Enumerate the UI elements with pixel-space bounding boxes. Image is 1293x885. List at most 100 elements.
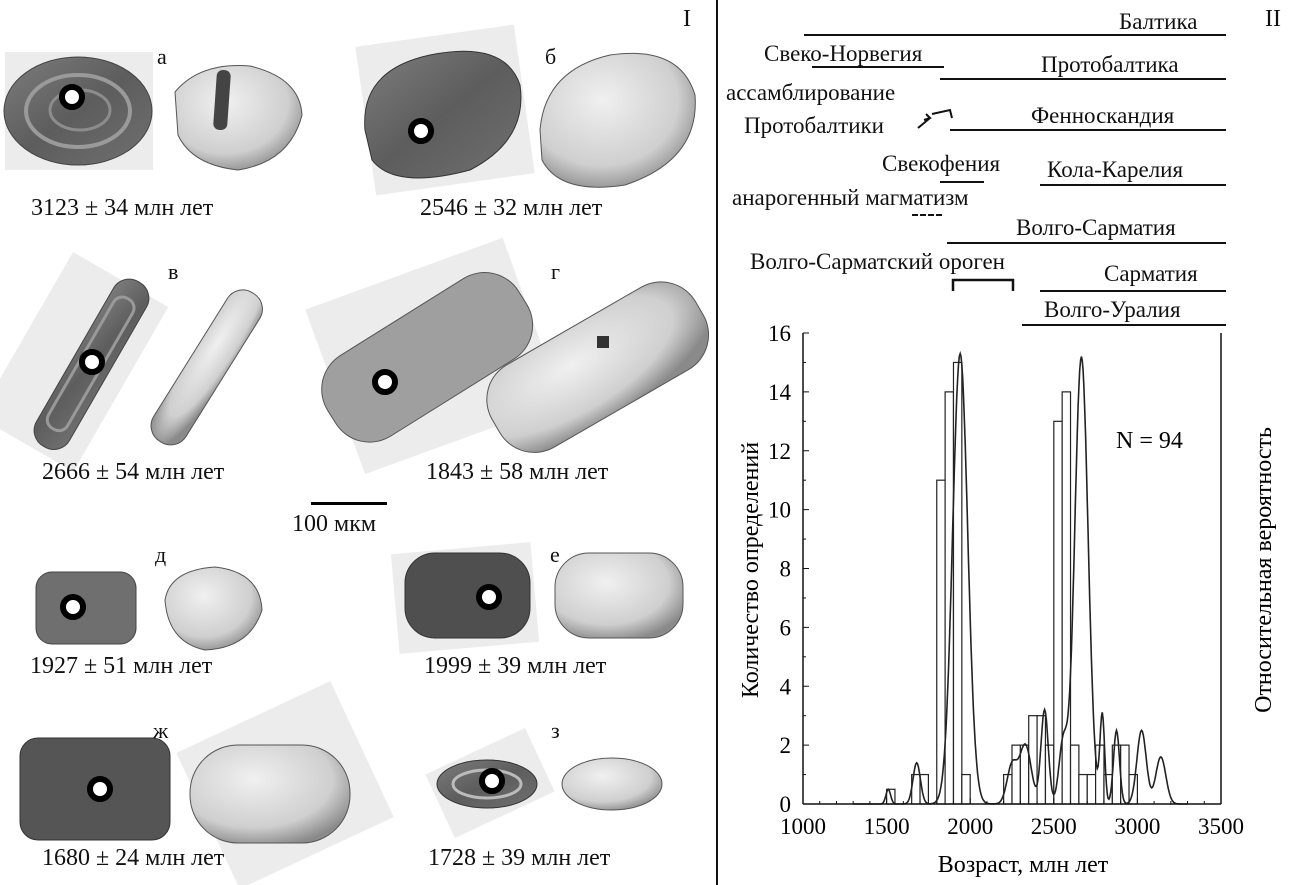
timeline-fennoskandia-label: Фенноскандия [1031, 103, 1175, 128]
timeline-orogen-bracket [951, 278, 1015, 291]
y-tick-label-12: 12 [768, 439, 791, 464]
y-tick-label-14: 14 [768, 380, 792, 405]
grain-g-age: 1843 ± 58 млн лет [426, 459, 609, 485]
grain-a-spot [59, 84, 85, 110]
panel-label-ii: II [1265, 6, 1281, 32]
timeline-kola-karelia-bar [1040, 184, 1226, 186]
histogram-bar-6 [961, 773, 971, 805]
age-histogram-chart: 1000 1500 2000 2500 3000 3500 0 2 4 6 8 10 12 14 16 N … [738, 321, 1277, 878]
grain-v-spot [79, 349, 105, 375]
panel-label-i: I [683, 6, 691, 32]
grain-z [425, 728, 663, 838]
y-tick-label-4: 4 [780, 674, 792, 699]
timeline-assembly-bracket [917, 108, 953, 129]
histogram-bar-5 [952, 361, 963, 805]
x-tick-label-3000: 3000 [1114, 814, 1160, 839]
grain-b [355, 24, 696, 196]
grain-e-age: 1999 ± 39 млн лет [424, 653, 607, 679]
timeline-assembly-label-1: ассамблирование [726, 80, 896, 105]
panel-divider [716, 0, 718, 885]
timeline-orogen-label: Волго-Сарматский ороген [750, 249, 1005, 274]
timeline-sarmatia-bar [1040, 290, 1226, 292]
y-tick-label-6: 6 [780, 615, 792, 640]
timeline-protobaltika-bar [940, 78, 1226, 80]
timeline-svekofenia-label: Свекофения [882, 151, 1001, 176]
grain-d-sem-image [164, 566, 263, 651]
timeline-sveko-norvegia-bar [812, 66, 944, 68]
grain-v-letter: в [168, 259, 179, 284]
zircon-images-panel: I [0, 6, 710, 885]
grain-zh-letter: ж [153, 718, 169, 743]
grain-g [305, 237, 710, 475]
timeline-baltika-label: Балтика [1119, 9, 1198, 34]
grain-zh-sem-image [189, 744, 351, 844]
grain-e-letter: е [550, 542, 560, 567]
grain-d-age: 1927 ± 51 млн лет [30, 653, 213, 679]
y-axis-label: Количество определений [738, 442, 764, 698]
grain-zh-age: 1680 ± 24 млн лет [42, 845, 225, 871]
histogram-bar-14 [1061, 391, 1072, 805]
timeline-volgo-sarmatia-label: Волго-Сарматия [1016, 215, 1176, 240]
timeline-baltika-bar [804, 34, 1226, 36]
age-histogram-panel: II Балтика Свеко-Норвегия Протобалтика а… [718, 0, 1293, 885]
x-tick-label-2000: 2000 [947, 814, 993, 839]
grain-g-cl-image [321, 272, 534, 443]
y2-axis-label: Относительная вероятность [1251, 427, 1277, 713]
grain-e-sem-image [554, 552, 684, 639]
scale-bar-label: 100 мкм [292, 511, 377, 537]
grain-d [35, 566, 263, 651]
histogram-bar-15 [1069, 744, 1080, 805]
histogram-bar-4 [944, 391, 955, 805]
grain-g-letter: г [551, 259, 561, 284]
probability-density-curve [853, 350, 1188, 805]
grain-z-sem-image [561, 757, 663, 811]
grain-a-letter: а [157, 44, 167, 69]
timeline-fennoskandia-bar [950, 129, 1226, 131]
y-tick-label-16: 16 [768, 321, 791, 346]
grain-e [390, 542, 684, 654]
y-tick-label-2: 2 [780, 733, 792, 758]
grain-e-cl-image [404, 552, 531, 639]
histogram-bar-17 [1086, 773, 1097, 805]
scale-bar [311, 502, 387, 505]
histogram-bar-21 [1120, 744, 1130, 805]
histogram-bar-8 [1011, 744, 1021, 805]
grain-g-sem-image [486, 281, 710, 453]
y-tick-label-8: 8 [780, 557, 792, 582]
timeline-anorogenic-label: анарогенный магматизм [732, 185, 969, 210]
timeline-sveko-norvegia-label: Свеко-Норвегия [764, 41, 923, 66]
grain-b-letter: б [545, 44, 557, 69]
sample-count-annotation: N = 94 [1116, 428, 1183, 454]
grain-z-spot [479, 768, 505, 794]
chart-axes: 1000 1500 2000 2500 3000 3500 0 2 4 6 8 10 12 14 16 [768, 321, 1244, 839]
grain-d-letter: д [155, 542, 167, 567]
grain-a-sem-image [174, 65, 303, 171]
timeline-volgo-uralia-bar [1022, 324, 1226, 326]
timeline-assembly-label-2: Протобалтики [744, 113, 884, 138]
timeline-svekofenia-bar [940, 181, 984, 183]
grain-b-sem-image [539, 52, 696, 188]
y-tick-label-10: 10 [768, 498, 791, 523]
grain-b-age: 2546 ± 32 млн лет [420, 195, 603, 221]
grain-e-spot [476, 584, 502, 610]
grain-b-cl-image [364, 50, 522, 179]
y-tick-label-0: 0 [780, 792, 792, 817]
grain-v [0, 252, 263, 472]
x-tick-label-2500: 2500 [1031, 814, 1077, 839]
histogram-bar-16 [1078, 773, 1088, 805]
timeline-protobaltika-label: Протобалтика [1041, 52, 1179, 77]
grain-v-sem-image [150, 289, 263, 446]
grain-a [3, 52, 303, 171]
x-tick-label-3500: 3500 [1198, 814, 1244, 839]
histogram-bar-9 [1019, 744, 1030, 805]
grain-zh [19, 681, 394, 885]
x-tick-label-1000: 1000 [780, 814, 826, 839]
timeline-anorogenic-bar [912, 214, 942, 216]
grain-b-spot [408, 118, 434, 144]
grain-zh-spot [87, 776, 113, 802]
grain-z-age: 1728 ± 39 млн лет [428, 845, 611, 871]
grain-d-cl-image [35, 571, 137, 645]
grain-z-letter: з [551, 718, 560, 743]
grain-g-spot [372, 369, 398, 395]
grain-a-age: 3123 ± 34 млн лет [31, 195, 214, 221]
